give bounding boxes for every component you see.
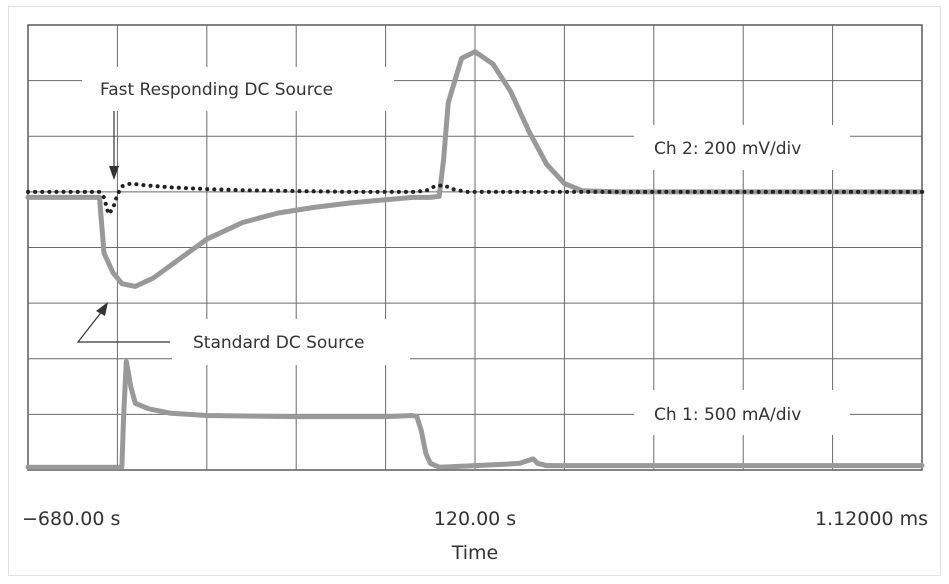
fast-source-arrowhead: [109, 166, 119, 180]
annotation-leaders: [76, 103, 170, 343]
standard-source-label-box: [172, 319, 410, 365]
ch1-label-box: [634, 390, 850, 435]
standard-source-arrowhead: [96, 302, 108, 316]
ch1-current-trace: [25, 359, 925, 470]
ch2-label-box: [634, 125, 850, 170]
figure-frame: [8, 6, 941, 576]
x-tick-label-center: 120.00 s: [434, 508, 516, 530]
x-tick-label-left: −680.00 s: [22, 508, 120, 530]
fast-source-label-box: [82, 67, 394, 111]
x-axis-title: Time: [451, 542, 499, 564]
standard-source-trace: [25, 49, 925, 289]
series-layer: [25, 49, 925, 470]
standard-source-label: Standard DC Source: [193, 333, 365, 353]
ch2-scale-label: Ch 2: 200 mV/div: [654, 139, 801, 159]
fast-source-label: Fast Responding DC Source: [100, 80, 333, 100]
x-tick-label-right: 1.12000 ms: [815, 508, 928, 530]
fast-source-trace: [26, 181, 924, 217]
ch1-scale-label: Ch 1: 500 mA/div: [654, 405, 801, 425]
standard-source-leader: [76, 309, 170, 343]
